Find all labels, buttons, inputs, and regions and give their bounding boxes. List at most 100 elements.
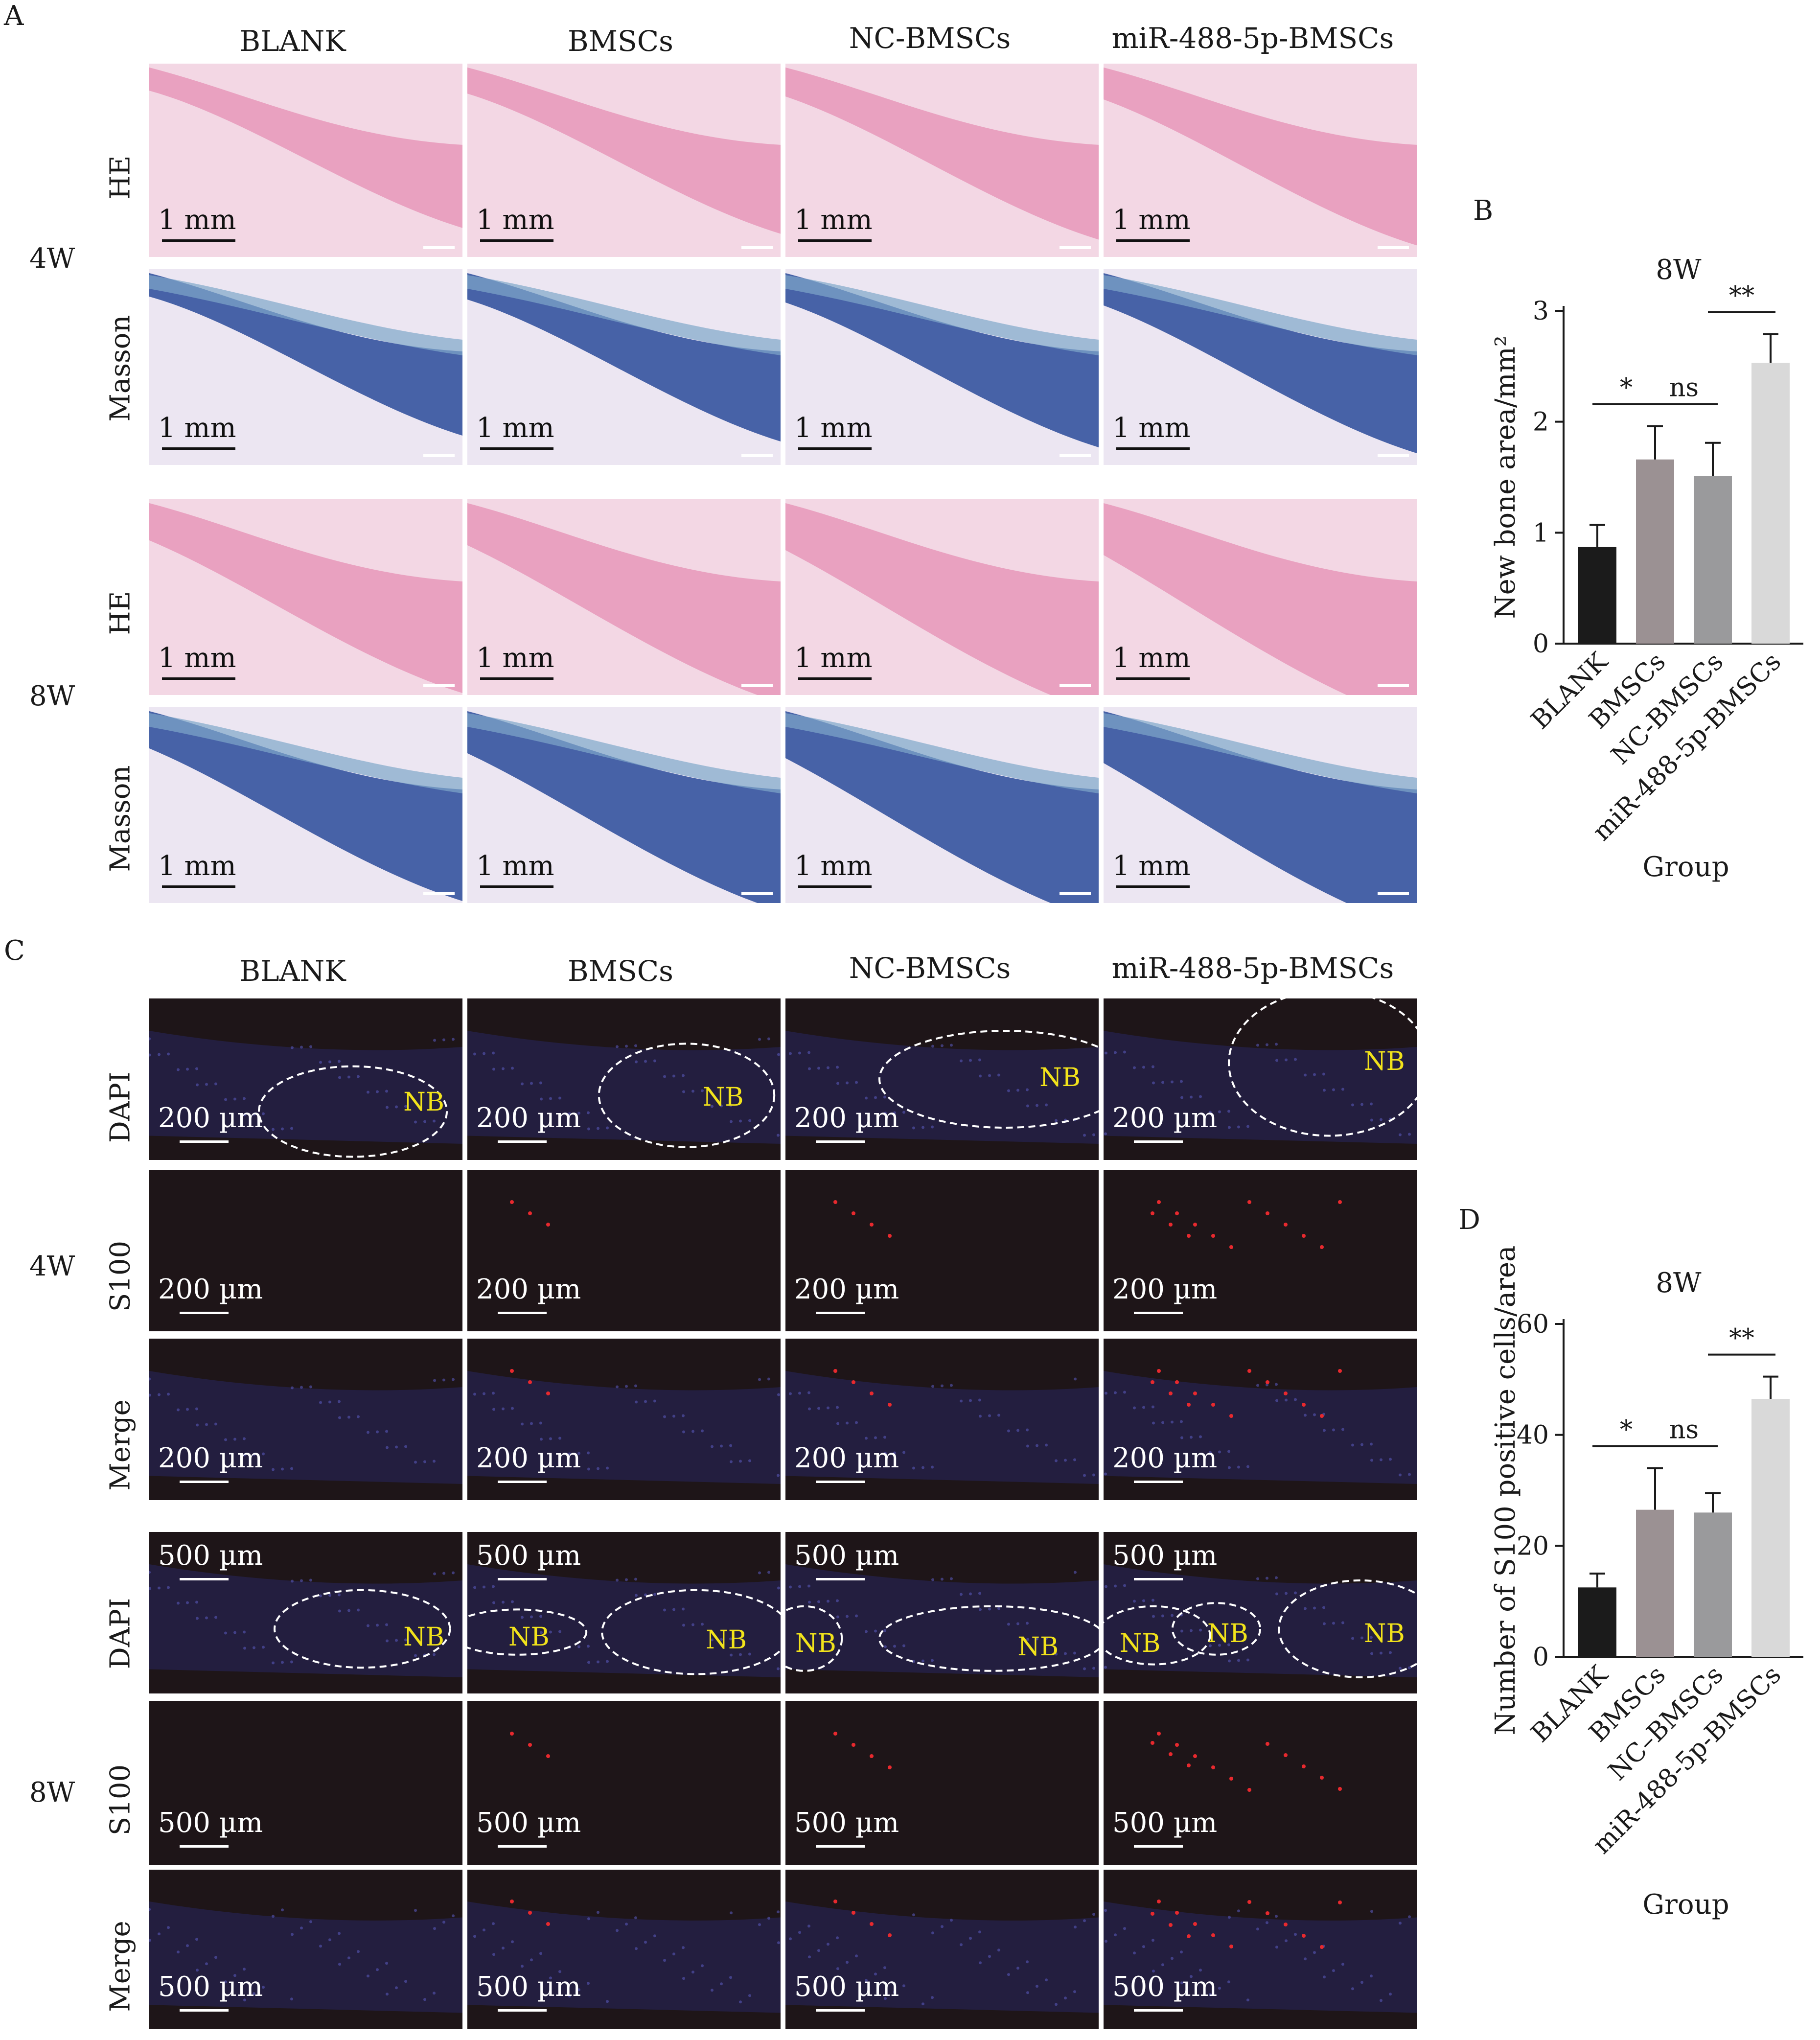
chart-b-sig-label-2: ** xyxy=(1729,281,1754,311)
new-bone-label: NB xyxy=(1364,1047,1405,1076)
image-masson-8w-nc: 1 mm xyxy=(785,707,1099,903)
chart-b-sig-label-1: ns xyxy=(1669,373,1699,403)
image-merge-8w-nc: 500 µm xyxy=(785,1870,1099,2029)
image-masson-4w-bmscs: 1 mm xyxy=(467,269,781,465)
scalebar-label: 200 µm xyxy=(1112,1442,1218,1474)
col-head-bmscs-a: BMSCs xyxy=(568,24,673,58)
scalebar-line xyxy=(162,885,235,888)
scalebar-label: 500 µm xyxy=(158,1540,263,1572)
scalebar-label: 500 µm xyxy=(476,1971,581,2003)
scalebar-line xyxy=(180,1312,229,1314)
image-merge-4w-nc: 200 µm xyxy=(785,1339,1099,1500)
scalebar-label: 200 µm xyxy=(794,1102,899,1134)
scalebar-label: 1 mm xyxy=(794,642,873,674)
scalebar-label: 1 mm xyxy=(476,412,554,444)
image-he-4w-blank: 1 mm xyxy=(149,64,462,257)
scalebar-label: 200 µm xyxy=(794,1442,899,1474)
scalebar-line xyxy=(816,1312,865,1314)
scalebar-label: 200 µm xyxy=(476,1274,581,1305)
chart-d-ytick-label: 40 xyxy=(1517,1421,1549,1450)
chart-d-ytick-label: 0 xyxy=(1533,1643,1549,1672)
scalebar-label: 1 mm xyxy=(1112,204,1191,236)
col-head-nc-c: NC-BMSCs xyxy=(849,951,1011,985)
scalebar-label: 200 µm xyxy=(1112,1102,1218,1134)
scalebar-line xyxy=(1134,1140,1183,1143)
chart-d-bar-0 xyxy=(1578,1587,1616,1657)
scalebar-line xyxy=(1134,2009,1183,2012)
chart-d-ytick-label: 20 xyxy=(1517,1531,1549,1561)
col-head-bmscs-c: BMSCs xyxy=(568,954,673,988)
scalebar-line xyxy=(798,677,872,680)
panel-b-letter: B xyxy=(1473,195,1494,227)
new-bone-label: NB xyxy=(706,1625,747,1655)
image-he-4w-mir: 1 mm xyxy=(1104,64,1417,257)
image-he-8w-blank: 1 mm xyxy=(149,499,462,695)
chart-b-bar-1 xyxy=(1636,459,1674,644)
scalebar-line xyxy=(180,1481,229,1483)
scalebar-label: 500 µm xyxy=(794,1807,899,1839)
chart-b-bar-2 xyxy=(1694,476,1732,644)
panel-a-letter: A xyxy=(4,0,24,32)
chart-b-ylabel: New bone area/mm² xyxy=(1490,336,1521,619)
scalebar-line xyxy=(1134,1312,1183,1314)
scalebar-line xyxy=(180,1140,229,1143)
new-bone-label: NB xyxy=(508,1622,550,1652)
scalebar-line xyxy=(498,1845,547,1848)
week-4w-c: 4W xyxy=(29,1251,75,1282)
chart-b-ytick-label: 1 xyxy=(1533,518,1549,548)
col-head-blank-a: BLANK xyxy=(239,24,346,58)
col-head-nc-a: NC-BMSCs xyxy=(849,22,1011,55)
row-label-s100-8w: S100 xyxy=(104,1764,137,1836)
scalebar-label: 1 mm xyxy=(794,412,873,444)
scalebar-line xyxy=(1116,677,1190,680)
scalebar-line xyxy=(798,885,872,888)
scalebar-line xyxy=(180,2009,229,2012)
scalebar-label: 500 µm xyxy=(158,1971,263,2003)
image-s100-4w-blank: 200 µm xyxy=(149,1170,462,1331)
chart-d-sig-label-0: * xyxy=(1620,1415,1633,1445)
new-bone-label: NB xyxy=(1119,1629,1161,1658)
scalebar-line xyxy=(816,1481,865,1483)
image-masson-4w-blank: 1 mm xyxy=(149,269,462,465)
chart-b-ytick-label: 2 xyxy=(1533,408,1549,437)
scalebar-line xyxy=(498,2009,547,2012)
image-s100-4w-mir: 200 µm xyxy=(1104,1170,1417,1331)
scalebar-line xyxy=(1116,885,1190,888)
image-dapi-4w-mir: NB 200 µm xyxy=(1104,998,1417,1160)
image-he-8w-bmscs: 1 mm xyxy=(467,499,781,695)
row-label-merge-4w: Merge xyxy=(104,1399,137,1491)
image-s100-4w-bmscs: 200 µm xyxy=(467,1170,781,1331)
scalebar-line xyxy=(480,239,553,242)
image-merge-4w-blank: 200 µm xyxy=(149,1339,462,1500)
scalebar-line xyxy=(816,1140,865,1143)
scalebar-line xyxy=(498,1578,547,1580)
row-label-dapi-4w: DAPI xyxy=(104,1071,137,1143)
scalebar-line xyxy=(162,447,235,450)
scalebar-line xyxy=(480,677,553,680)
scalebar-label: 1 mm xyxy=(476,850,554,882)
scalebar-label: 500 µm xyxy=(158,1807,263,1839)
chart-d-bar-2 xyxy=(1694,1512,1732,1657)
scalebar-label: 500 µm xyxy=(1112,1540,1218,1572)
new-bone-label: NB xyxy=(403,1087,444,1117)
new-bone-label: NB xyxy=(1017,1632,1059,1662)
scalebar-label: 1 mm xyxy=(476,642,554,674)
chart-b-sig-label-0: * xyxy=(1620,373,1633,403)
row-label-merge-8w: Merge xyxy=(104,1921,137,2012)
chart-b-ytick-label: 0 xyxy=(1533,629,1549,659)
scalebar-label: 500 µm xyxy=(476,1540,581,1572)
scalebar-line xyxy=(816,1845,865,1848)
image-merge-4w-mir: 200 µm xyxy=(1104,1339,1417,1500)
col-head-mir-c: miR-488-5p-BMSCs xyxy=(1111,951,1394,985)
scalebar-label: 500 µm xyxy=(1112,1807,1218,1839)
new-bone-label: NB xyxy=(1207,1619,1248,1649)
scalebar-line xyxy=(480,447,553,450)
scalebar-line xyxy=(180,1845,229,1848)
scalebar-line xyxy=(1134,1845,1183,1848)
image-masson-8w-bmscs: 1 mm xyxy=(467,707,781,903)
image-dapi-4w-blank: NB 200 µm xyxy=(149,998,462,1160)
image-s100-8w-mir: 500 µm xyxy=(1104,1701,1417,1865)
new-bone-label: NB xyxy=(795,1629,836,1658)
chart-b-xlabel: Group xyxy=(1642,851,1729,883)
